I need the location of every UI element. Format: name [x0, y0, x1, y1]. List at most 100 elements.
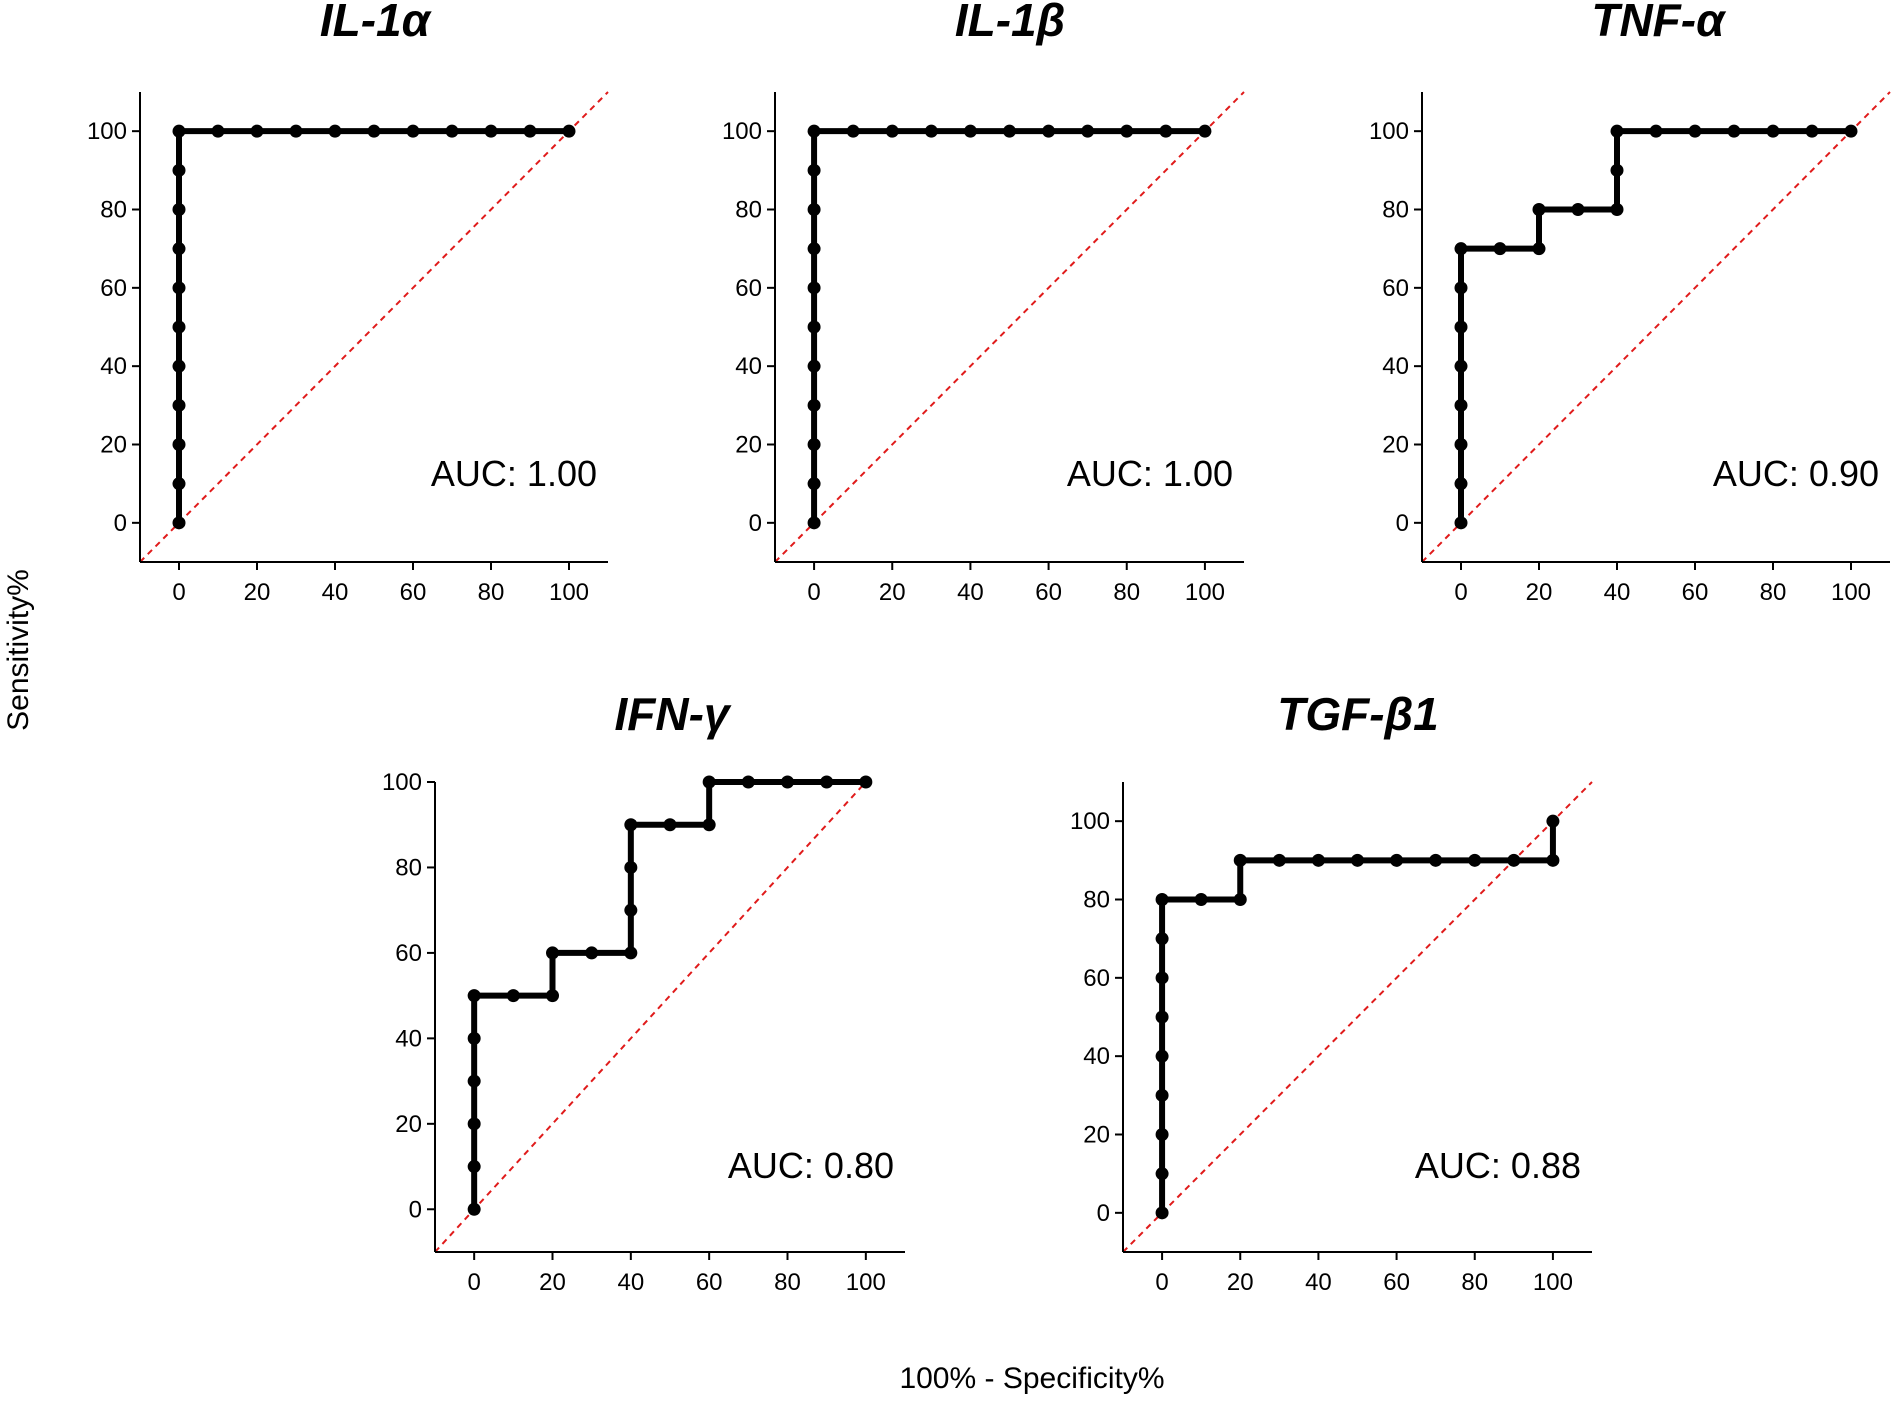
roc-data-point [467, 1160, 481, 1174]
roc-data-point [1454, 477, 1468, 491]
roc-data-point [546, 989, 559, 1003]
roc-data-point [1766, 124, 1780, 138]
y-tick-label: 100 [1070, 808, 1110, 835]
y-tick-label: 0 [1396, 510, 1409, 537]
roc-data-point [406, 124, 420, 138]
roc-data-point [807, 438, 821, 451]
roc-data-point [1155, 971, 1169, 985]
roc-data-point [172, 203, 186, 216]
roc-data-point [467, 1117, 481, 1131]
y-tick-label: 80 [735, 197, 762, 224]
roc-data-point [807, 320, 821, 334]
roc-data-point [467, 1031, 481, 1045]
x-tick-label: 20 [1526, 579, 1553, 606]
y-tick-label: 100 [1369, 118, 1409, 145]
roc-data-point [846, 124, 860, 138]
x-tick-label: 20 [539, 1269, 566, 1296]
y-tick-label: 0 [114, 510, 127, 537]
roc-data-point [289, 124, 303, 138]
roc-data-point [624, 860, 638, 874]
y-tick-label: 80 [1083, 887, 1110, 914]
x-tick-label: 0 [467, 1269, 480, 1296]
roc-data-point [1198, 124, 1212, 138]
roc-panel: TGF-β1 0 20 40 60 80 100 0 20 40 60 80 100 AUC: 0.88 [1070, 688, 1593, 1296]
roc-data-point [1155, 932, 1169, 946]
roc-data-point [885, 124, 899, 138]
y-tick-label: 0 [409, 1196, 422, 1223]
auc-label: AUC: 0.90 [1713, 453, 1879, 494]
roc-data-point [172, 359, 186, 373]
x-tick-label: 60 [1383, 1269, 1410, 1296]
roc-data-point [250, 124, 264, 138]
x-tick-label: 60 [696, 1269, 723, 1296]
roc-panel: IL-1β 0 20 40 60 80 100 0 20 40 60 80 100 AUC: 1.00 [722, 0, 1245, 606]
roc-data-point [1454, 516, 1468, 530]
y-tick-label: 80 [395, 854, 422, 881]
roc-panel: IL-1α 0 20 40 60 80 100 0 20 40 60 80 100 AUC: 1.00 [87, 0, 609, 606]
roc-data-point [1454, 359, 1468, 373]
y-tick-label: 40 [100, 353, 127, 380]
roc-data-point [1311, 853, 1325, 867]
roc-data-point [741, 775, 755, 789]
roc-panel: TNF-α 0 20 40 60 80 100 0 20 40 60 80 100 AUC: 0.90 [1369, 0, 1891, 606]
x-tick-label: 60 [400, 579, 427, 606]
y-tick-label: 0 [749, 510, 762, 537]
shared-x-axis-label: 100% - Specificity% [899, 1362, 1164, 1395]
x-tick-label: 20 [879, 579, 906, 606]
roc-data-point [1429, 853, 1443, 867]
roc-data-point [807, 281, 821, 295]
roc-data-point [445, 124, 459, 138]
roc-data-point [1159, 124, 1173, 138]
roc-data-point [1155, 1167, 1169, 1181]
y-tick-label: 0 [1097, 1200, 1110, 1227]
roc-data-point [807, 124, 821, 138]
roc-data-point [702, 818, 716, 832]
chart-title: IL-1β [955, 0, 1065, 46]
roc-data-point [1233, 853, 1247, 867]
roc-data-point [1610, 124, 1624, 138]
y-tick-label: 60 [100, 275, 127, 302]
roc-data-point [523, 124, 537, 138]
roc-data-point [924, 124, 938, 138]
roc-data-point [1507, 853, 1521, 867]
roc-data-point [1844, 124, 1858, 138]
roc-data-point [1546, 814, 1560, 828]
y-tick-label: 60 [395, 940, 422, 967]
auc-label: AUC: 0.88 [1415, 1145, 1581, 1186]
x-tick-label: 60 [1682, 579, 1709, 606]
roc-data-point [859, 775, 873, 789]
roc-data-point [963, 124, 977, 138]
roc-data-point [1688, 124, 1702, 138]
roc-data-point [1120, 124, 1134, 138]
roc-data-point [807, 203, 821, 216]
roc-data-point [1805, 124, 1819, 138]
roc-data-point [663, 818, 677, 832]
y-tick-label: 40 [395, 1025, 422, 1052]
x-tick-label: 80 [1461, 1269, 1488, 1296]
y-tick-label: 100 [382, 769, 422, 796]
roc-data-point [1493, 242, 1507, 256]
x-tick-label: 40 [322, 579, 349, 606]
roc-data-point [1155, 1206, 1169, 1220]
y-tick-label: 40 [1083, 1043, 1110, 1070]
y-tick-label: 40 [1382, 353, 1409, 380]
x-tick-label: 60 [1035, 579, 1062, 606]
roc-data-point [807, 359, 821, 373]
roc-data-point [172, 242, 186, 256]
x-tick-label: 20 [1227, 1269, 1254, 1296]
x-tick-label: 0 [807, 579, 820, 606]
roc-data-point [172, 163, 186, 177]
x-tick-label: 80 [1760, 579, 1787, 606]
roc-data-point [1532, 242, 1546, 256]
roc-data-point [172, 477, 186, 491]
roc-data-point [1454, 398, 1468, 412]
roc-data-point [1610, 163, 1624, 177]
roc-data-point [367, 124, 381, 138]
roc-data-point [1194, 893, 1208, 906]
roc-data-point [1454, 438, 1468, 451]
auc-label: AUC: 1.00 [431, 453, 597, 494]
roc-data-point [1003, 124, 1016, 138]
roc-data-point [781, 775, 794, 789]
roc-data-point [624, 903, 638, 917]
